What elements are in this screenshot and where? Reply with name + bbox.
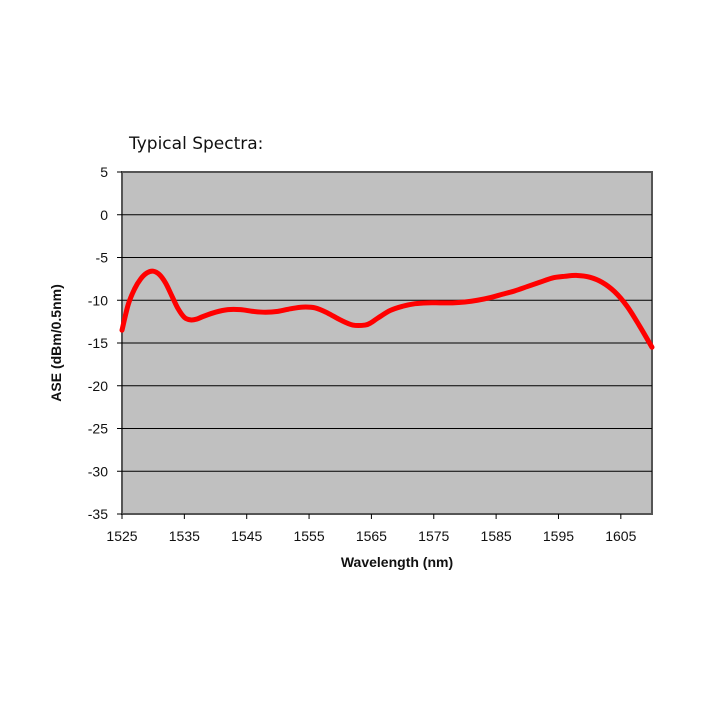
- y-axis-ticks: 5 0 -5 -10 -15 -20 -25 -30 -35: [88, 164, 122, 522]
- x-tick-label: 1605: [605, 528, 636, 544]
- chart-title: Typical Spectra:: [128, 134, 263, 154]
- x-tick-label: 1545: [231, 528, 262, 544]
- y-tick-label: -35: [88, 506, 108, 522]
- x-axis-ticks: 1525 1535 1545 1555 1565 1575 1585 1595 1605: [106, 514, 637, 544]
- y-tick-label: -15: [88, 335, 108, 351]
- x-tick-label: 1525: [106, 528, 137, 544]
- y-tick-label: 0: [100, 207, 108, 223]
- x-tick-label: 1535: [169, 528, 200, 544]
- x-tick-label: 1565: [356, 528, 387, 544]
- x-tick-label: 1585: [481, 528, 512, 544]
- y-axis-label: ASE (dBm/0.5nm): [48, 284, 64, 401]
- y-tick-label: -30: [88, 463, 108, 479]
- x-axis-label: Wavelength (nm): [341, 554, 453, 570]
- y-tick-label: -5: [96, 250, 109, 266]
- x-tick-label: 1595: [543, 528, 574, 544]
- x-tick-label: 1555: [293, 528, 324, 544]
- x-tick-label: 1575: [418, 528, 449, 544]
- y-tick-label: -20: [88, 378, 108, 394]
- y-tick-label: -25: [88, 421, 108, 437]
- y-tick-label: 5: [100, 164, 108, 180]
- series-line: [119, 268, 655, 350]
- grid-lines: [122, 214, 652, 472]
- y-tick-label: -10: [88, 292, 108, 308]
